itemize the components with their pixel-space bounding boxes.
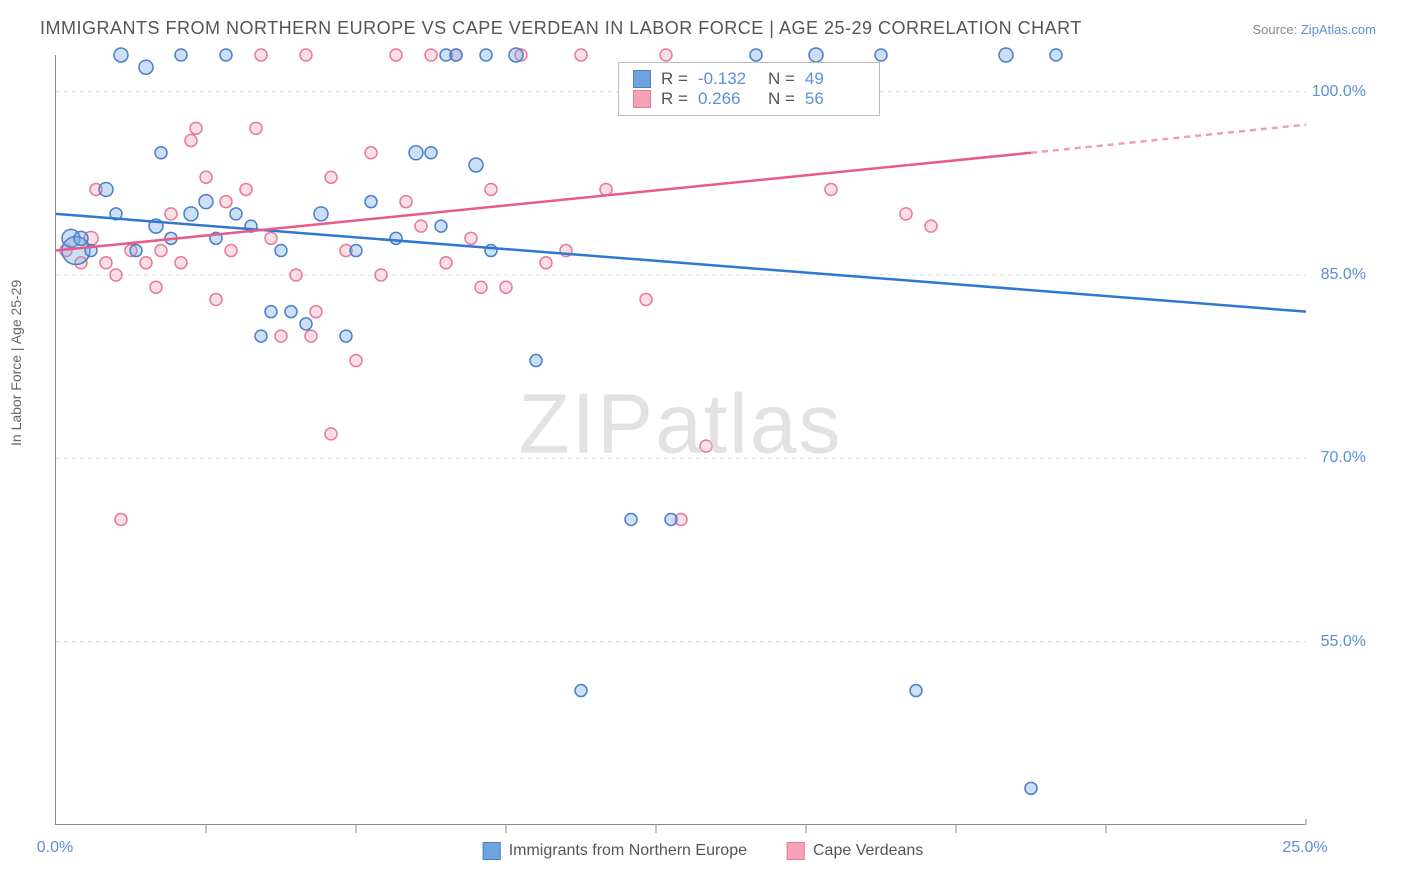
legend-label-b: Cape Verdeans (813, 842, 923, 860)
legend-item-series-b: Cape Verdeans (787, 842, 923, 860)
stats-r-value-b: 0.266 (698, 89, 758, 109)
x-tick-label: 0.0% (37, 839, 73, 857)
stats-n-label: N = (768, 69, 795, 89)
stats-n-value-b: 56 (805, 89, 865, 109)
stats-row-series-b: R = 0.266 N = 56 (633, 89, 865, 109)
y-tick-label: 55.0% (1321, 633, 1366, 651)
stats-n-label: N = (768, 89, 795, 109)
source-attribution: Source: ZipAtlas.com (1252, 22, 1376, 37)
y-tick-label: 85.0% (1321, 266, 1366, 284)
stats-n-value-a: 49 (805, 69, 865, 89)
series-a-swatch (633, 70, 651, 88)
plot-area: ZIPatlas (55, 55, 1305, 825)
stats-r-label: R = (661, 89, 688, 109)
series-b-swatch (633, 90, 651, 108)
y-tick-label: 70.0% (1321, 449, 1366, 467)
x-tick-label: 25.0% (1282, 839, 1327, 857)
scatter-chart (56, 55, 1305, 824)
stats-row-series-a: R = -0.132 N = 49 (633, 69, 865, 89)
correlation-stats-box: R = -0.132 N = 49 R = 0.266 N = 56 (618, 62, 880, 116)
stats-r-value-a: -0.132 (698, 69, 758, 89)
source-prefix: Source: (1252, 22, 1300, 37)
source-link[interactable]: ZipAtlas.com (1301, 22, 1376, 37)
legend-swatch-a (483, 842, 501, 860)
chart-title: IMMIGRANTS FROM NORTHERN EUROPE VS CAPE … (40, 18, 1082, 39)
legend-swatch-b (787, 842, 805, 860)
y-tick-label: 100.0% (1312, 83, 1366, 101)
legend-label-a: Immigrants from Northern Europe (509, 842, 747, 860)
y-axis-label: In Labor Force | Age 25-29 (8, 280, 24, 446)
legend-item-series-a: Immigrants from Northern Europe (483, 842, 747, 860)
legend: Immigrants from Northern Europe Cape Ver… (483, 842, 924, 860)
stats-r-label: R = (661, 69, 688, 89)
